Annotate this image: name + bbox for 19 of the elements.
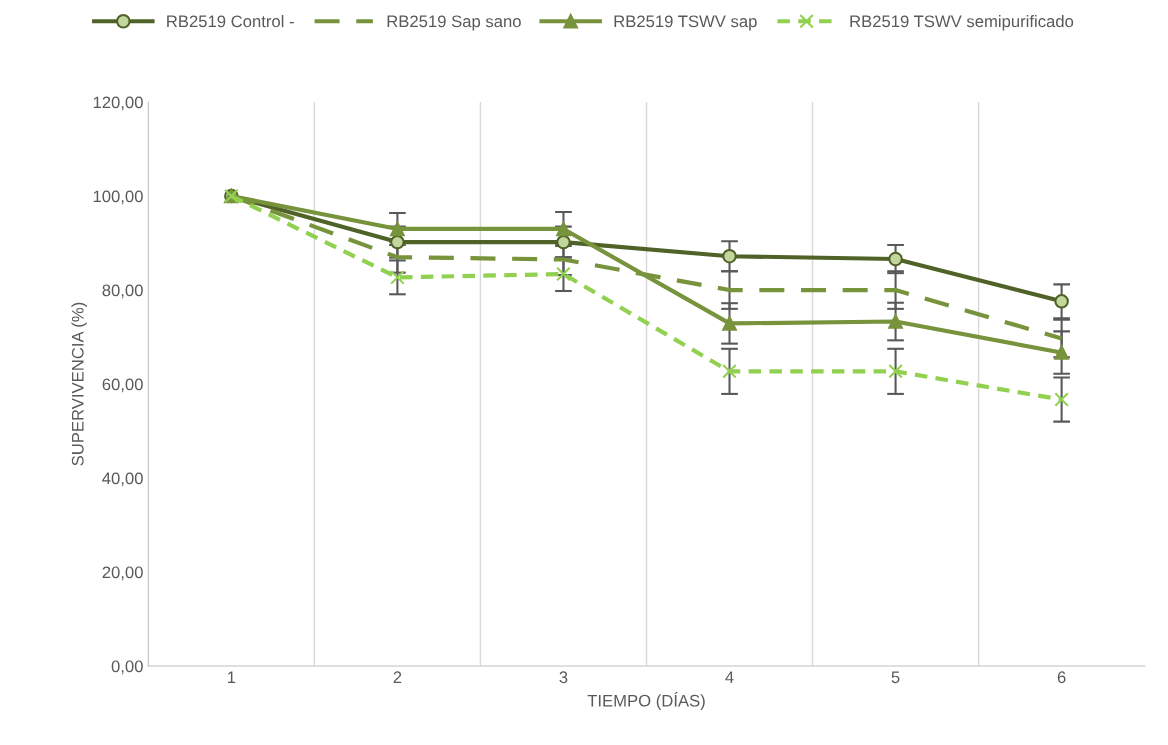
- y-tick-label: 80,00: [102, 284, 143, 299]
- legend-label: RB2519 Sap sano: [387, 15, 521, 31]
- y-tick-label: 0,00: [111, 660, 143, 675]
- legend-label: RB2519 Control -: [167, 15, 294, 28]
- x-tick-label: 4: [725, 671, 734, 683]
- legend-label: RB2519 TSWV sap: [614, 15, 757, 31]
- x-tick-label: 3: [559, 671, 568, 684]
- y-tick-label: 120,00: [93, 96, 143, 111]
- x-tick-label: 1: [228, 671, 236, 683]
- y-tick-label: 60,00: [102, 378, 143, 393]
- y-axis-title: SUPERVIVENCIA (%): [71, 302, 87, 466]
- x-tick-label: 2: [393, 671, 402, 683]
- y-tick-label: 20,00: [102, 566, 143, 581]
- x-tick-label: 5: [891, 671, 900, 684]
- x-axis-title: TIEMPO (DÍAS): [587, 691, 705, 710]
- y-tick-label: 40,00: [102, 472, 143, 487]
- x-tick-label: 6: [1057, 671, 1066, 684]
- y-tick-label: 100,00: [93, 190, 143, 205]
- legend-label: RB2519 TSWV semipurificado: [850, 15, 1074, 31]
